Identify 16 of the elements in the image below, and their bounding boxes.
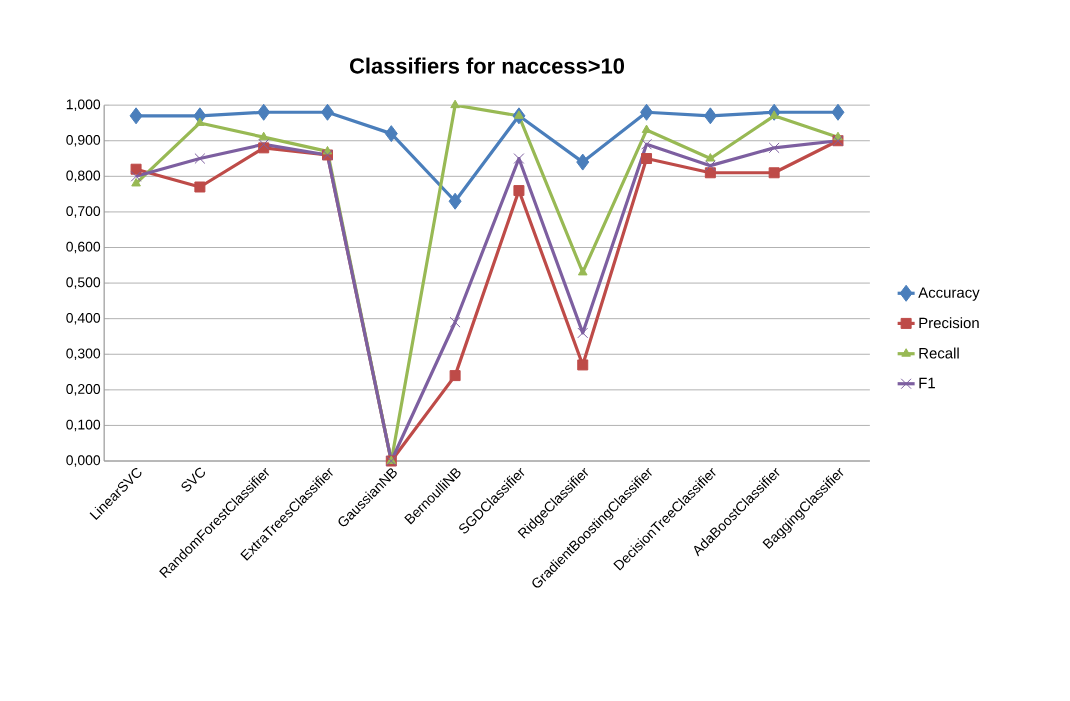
legend-label: Precision	[919, 317, 979, 329]
y-tick-label: 1,000	[66, 99, 101, 111]
y-tick-label: 0,600	[66, 241, 101, 254]
y-tick-label: 0,900	[66, 134, 101, 147]
y-tick-label: 0,200	[66, 384, 101, 396]
chart-title: Classifiers for naccess>10	[349, 57, 625, 74]
y-tick-label: 0,800	[66, 170, 101, 183]
y-tick-label: 0,400	[66, 312, 101, 325]
y-tick-label: 0,700	[66, 206, 101, 218]
legend-label: F1	[919, 377, 935, 389]
y-tick-label: 0,100	[66, 419, 101, 432]
legend-label: Accuracy	[918, 287, 980, 301]
y-tick-label: 0,500	[66, 277, 101, 289]
y-tick-label: 0,000	[66, 455, 101, 467]
y-tick-label: 0,300	[66, 348, 101, 360]
legend-label: Recall	[919, 347, 959, 359]
